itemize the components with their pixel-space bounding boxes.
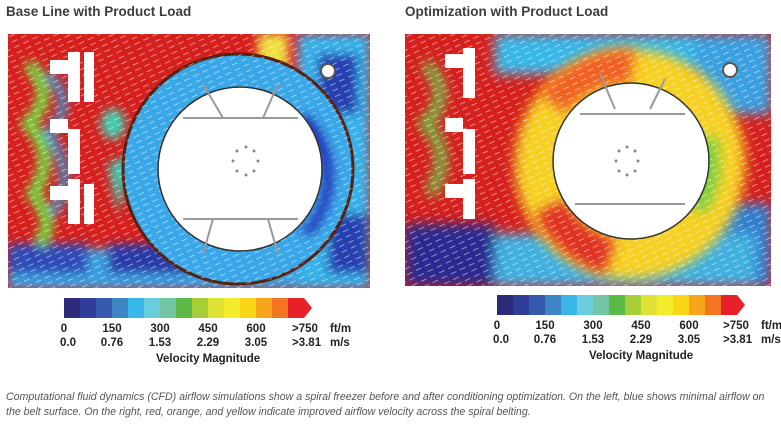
color-swatch <box>497 295 513 315</box>
tick-label: 300 <box>583 320 603 332</box>
tick-label: >750 <box>723 320 749 332</box>
legend-title: Velocity Magnitude <box>589 350 694 362</box>
color-swatch <box>80 298 96 318</box>
color-swatch <box>545 295 561 315</box>
tick-label: 450 <box>198 323 218 335</box>
color-swatch <box>128 298 144 318</box>
color-swatch <box>240 298 256 318</box>
tick-label: 2.29 <box>196 337 220 349</box>
color-swatch <box>224 298 240 318</box>
unit-label: ft/m <box>330 323 352 335</box>
color-swatch <box>208 298 224 318</box>
cfd-baseline-image <box>8 34 370 288</box>
tick-label: 0.0 <box>60 337 76 349</box>
color-swatch <box>513 295 529 315</box>
color-swatch <box>176 298 192 318</box>
tick-label: 0.76 <box>533 334 557 346</box>
tick-label: 0.0 <box>493 334 509 346</box>
color-swatch <box>721 295 737 315</box>
color-swatch <box>256 298 272 318</box>
tick-label: 1.53 <box>581 334 605 346</box>
color-swatch <box>160 298 176 318</box>
color-swatch <box>96 298 112 318</box>
tick-label: 450 <box>631 320 651 332</box>
tick-label: 600 <box>246 323 266 335</box>
tick-label: 150 <box>535 320 555 332</box>
color-scale-bar <box>64 298 304 318</box>
legend-title: Velocity Magnitude <box>156 353 261 365</box>
color-swatch <box>625 295 641 315</box>
color-swatch <box>192 298 208 318</box>
color-swatch <box>593 295 609 315</box>
tick-label: 1.53 <box>148 337 172 349</box>
color-swatch <box>272 298 288 318</box>
tick-label: 150 <box>102 323 122 335</box>
tick-label: 3.05 <box>244 337 268 349</box>
tick-label: 0 <box>60 323 68 335</box>
cfd-optimization-image <box>405 34 771 286</box>
color-swatch <box>577 295 593 315</box>
color-swatch <box>561 295 577 315</box>
tick-label: 0 <box>493 320 501 332</box>
color-swatch <box>529 295 545 315</box>
arrow-icon <box>737 295 745 315</box>
color-swatch <box>112 298 128 318</box>
figure-title-baseline: Base Line with Product Load <box>6 4 192 19</box>
color-scale-bar <box>497 295 737 315</box>
tick-label: 2.29 <box>629 334 653 346</box>
color-swatch <box>144 298 160 318</box>
color-swatch <box>673 295 689 315</box>
color-swatch <box>641 295 657 315</box>
color-swatch <box>705 295 721 315</box>
color-swatch <box>609 295 625 315</box>
tick-label: 300 <box>150 323 170 335</box>
color-swatch <box>64 298 80 318</box>
tick-label: >3.81 <box>292 337 322 349</box>
tick-label: 600 <box>679 320 699 332</box>
tick-label: 0.76 <box>100 337 124 349</box>
unit-label: m/s <box>330 337 350 349</box>
arrow-icon <box>304 298 312 318</box>
color-swatch <box>689 295 705 315</box>
unit-label: m/s <box>761 334 781 346</box>
figure-title-optimization: Optimization with Product Load <box>405 4 609 19</box>
unit-label: ft/m <box>761 320 781 332</box>
figure-caption: Computational fluid dynamics (CFD) airfl… <box>6 391 765 418</box>
tick-label: 3.05 <box>677 334 701 346</box>
color-swatch <box>288 298 304 318</box>
tick-label: >750 <box>292 323 318 335</box>
color-swatch <box>657 295 673 315</box>
tick-label: >3.81 <box>723 334 753 346</box>
